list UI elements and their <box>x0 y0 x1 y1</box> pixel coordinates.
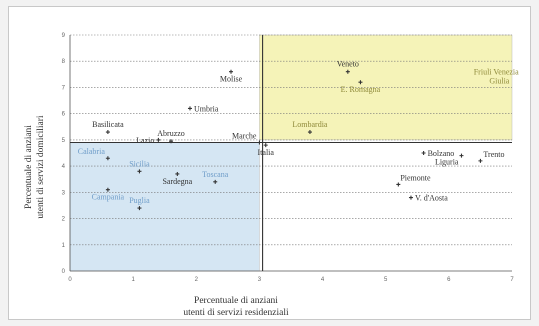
point-label-sardegna: Sardegna <box>162 177 192 186</box>
x-tick-label-3: 3 <box>258 277 262 283</box>
point-lazio <box>156 137 161 142</box>
point-label-e-romagna: E. Romagna <box>341 85 381 94</box>
point-label-basilicata: Basilicata <box>92 120 124 129</box>
free-label-1: Giulia <box>489 77 509 86</box>
point-sicilia <box>137 169 142 174</box>
point-label-bolzano: Bolzano <box>428 149 455 158</box>
y-axis-label-line-1: Percentuale di anziani <box>24 125 34 209</box>
x-tick-label-0: 0 <box>68 277 72 283</box>
x-tick-label-7: 7 <box>510 277 514 283</box>
y-tick-label-3: 3 <box>62 190 66 196</box>
point-italia <box>263 143 268 148</box>
point-trento <box>478 158 483 163</box>
point-veneto <box>345 69 350 74</box>
point-label-veneto: Veneto <box>337 60 359 69</box>
y-tick-label-9: 9 <box>62 33 66 39</box>
point-label-sicilia: Sicilia <box>129 159 150 168</box>
point-label-marche: Marche <box>232 132 257 141</box>
point-label-calabria: Calabria <box>78 147 106 156</box>
point-bolzano <box>421 151 426 155</box>
point-label-molise: Molise <box>220 75 243 84</box>
y-tick-label-6: 6 <box>62 112 66 118</box>
point-liguria <box>459 153 464 158</box>
scatter-chart: 0 1 2 3 4 5 6 7 8 9 0 1 2 3 4 5 6 7 Molise Umbria Basilicat… <box>24 33 519 318</box>
point-e-romagna <box>358 80 363 85</box>
point-label-v-d-aosta: V. d'Aosta <box>415 194 448 203</box>
point-molise <box>229 69 234 74</box>
x-axis-label-line-1: Percentuale di anziani <box>194 296 278 306</box>
point-label-puglia: Puglia <box>129 196 150 205</box>
chart-frame: 0 1 2 3 4 5 6 7 8 9 0 1 2 3 4 5 6 7 Molise Umbria Basilicat… <box>8 6 531 320</box>
point-label-umbria: Umbria <box>194 104 219 113</box>
x-tick-label-2: 2 <box>195 277 199 283</box>
point-umbria <box>187 106 192 111</box>
point-basilicata <box>105 130 110 135</box>
point-sardegna <box>175 171 180 176</box>
axes: 0 1 2 3 4 5 6 7 8 9 0 1 2 3 4 5 6 7 <box>62 33 515 283</box>
x-tick-label-1: 1 <box>131 277 135 283</box>
point-label-piemonte: Piemonte <box>400 173 431 182</box>
free-label-0: Friuli Venezia <box>474 67 519 76</box>
point-v-d-aosta <box>408 195 413 200</box>
point-toscana <box>213 179 218 184</box>
x-tick-label-6: 6 <box>447 277 451 283</box>
point-abruzzo <box>169 139 174 144</box>
point-calabria <box>105 156 110 161</box>
y-tick-label-7: 7 <box>62 85 66 91</box>
y-tick-label-4: 4 <box>62 164 66 170</box>
point-campania <box>105 187 110 192</box>
point-label-liguria: Liguria <box>435 158 459 167</box>
point-label-abruzzo: Abruzzo <box>157 129 185 138</box>
reference-lines <box>70 35 512 271</box>
point-lombardia <box>307 130 312 135</box>
point-label-lombardia: Lombardia <box>292 120 328 129</box>
region-1 <box>69 142 260 272</box>
x-axis-label-line-2: utenti di servizi residenziali <box>183 308 289 318</box>
x-tick-label-4: 4 <box>321 277 325 283</box>
y-tick-label-8: 8 <box>62 59 66 65</box>
point-label-campania: Campania <box>92 193 125 202</box>
x-tick-label-5: 5 <box>384 277 388 283</box>
point-marche <box>257 140 262 145</box>
point-puglia <box>137 206 142 211</box>
point-label-italia: Italia <box>258 148 275 157</box>
y-tick-label-1: 1 <box>62 243 66 249</box>
point-piemonte <box>396 182 401 187</box>
point-label-trento: Trento <box>483 150 504 159</box>
y-axis-label-line-2: utenti di servizi domiciliari <box>36 115 46 219</box>
point-label-lazio: Lazio <box>136 136 154 145</box>
y-tick-label-5: 5 <box>62 138 66 144</box>
point-label-toscana: Toscana <box>202 170 229 179</box>
data-points <box>105 69 483 211</box>
y-tick-label-0: 0 <box>62 269 66 275</box>
y-tick-label-2: 2 <box>62 217 66 223</box>
